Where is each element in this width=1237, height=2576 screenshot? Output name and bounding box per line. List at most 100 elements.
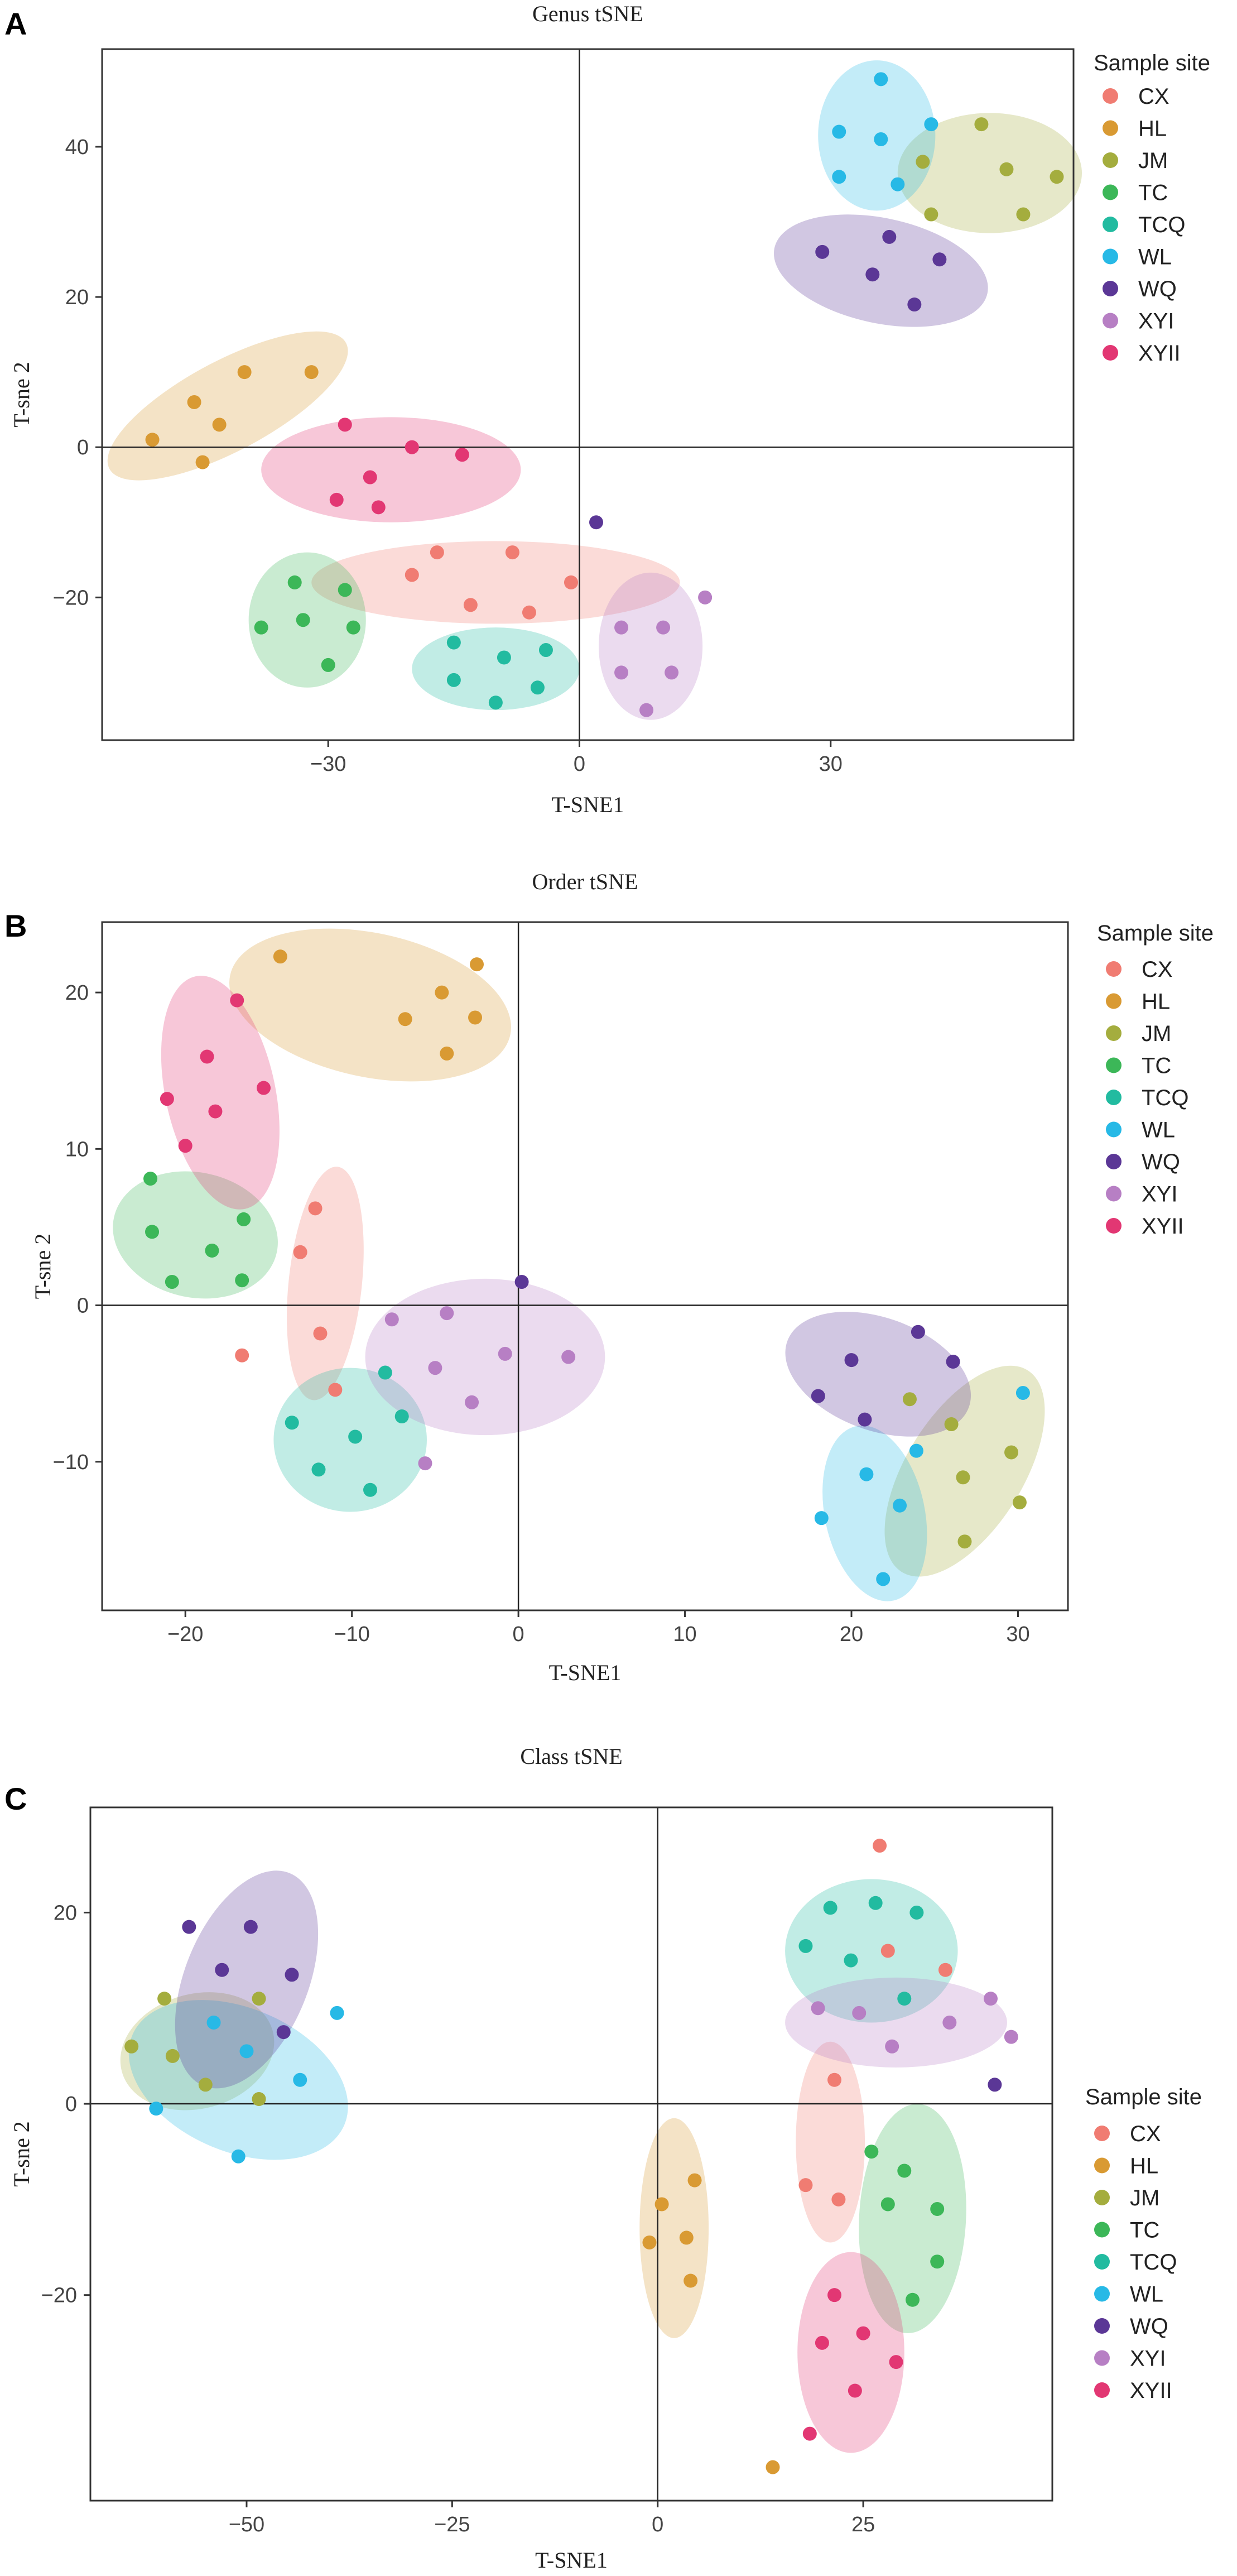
data-point-xyi: [983, 1992, 998, 2006]
data-point-wq: [882, 229, 897, 244]
data-point-xyi: [440, 1306, 454, 1321]
panel-letter: C: [4, 1781, 27, 1816]
data-point-jm: [957, 1534, 972, 1549]
x-tick-label: 25: [851, 2513, 875, 2536]
data-point-tcq: [394, 1409, 409, 1424]
cluster-ellipse-xyii: [161, 976, 280, 1210]
y-tick-label: 20: [65, 981, 89, 1005]
x-tick-label: 10: [673, 1623, 696, 1646]
data-point-xyi: [384, 1312, 399, 1327]
data-point-tc: [205, 1243, 219, 1258]
data-point-cx: [880, 1944, 895, 1958]
legend: Sample site CX HL JM TC TCQ WL WQ XYI XYII: [1094, 51, 1210, 366]
cluster-ellipse-tc: [859, 2104, 966, 2333]
legend-key-wl: [1103, 248, 1118, 265]
data-point-xyii: [160, 1092, 174, 1106]
data-point-wq: [276, 2025, 291, 2040]
data-point-jm: [944, 1417, 959, 1432]
points-layer: [124, 1839, 1018, 2474]
data-point-cx: [522, 605, 536, 620]
data-point-tcq: [378, 1365, 392, 1380]
cluster-ellipse-xyi: [599, 572, 703, 720]
cluster-ellipse-hl: [107, 331, 348, 481]
legend-label-tc: TC: [1138, 181, 1168, 205]
legend-title: Sample site: [1097, 921, 1214, 946]
data-point-hl: [684, 2273, 698, 2288]
data-point-hl: [145, 433, 160, 447]
data-point-hl: [766, 2460, 780, 2474]
y-tick-label: 10: [65, 1138, 89, 1161]
data-point-cx: [293, 1245, 307, 1259]
cluster-ellipse-wq: [773, 214, 988, 327]
x-axis-label: T-SNE1: [549, 1660, 622, 1685]
data-point-xyii: [230, 993, 244, 1008]
data-point-xyii: [338, 418, 352, 432]
data-point-tcq: [488, 695, 503, 710]
legend-label-tc: TC: [1130, 2218, 1159, 2243]
data-point-xyii: [200, 1049, 214, 1064]
data-point-wl: [859, 1467, 874, 1481]
cluster-ellipse-xyi: [365, 1278, 605, 1436]
legend-label-wl: WL: [1130, 2282, 1163, 2307]
legend-label-cx: CX: [1142, 957, 1173, 982]
y-tick-label: −10: [53, 1451, 89, 1474]
data-point-hl: [237, 365, 252, 380]
y-tick-label: 20: [65, 286, 89, 309]
data-point-cx: [831, 2192, 846, 2206]
data-point-cx: [463, 598, 478, 612]
data-point-tc: [346, 620, 360, 635]
legend-key-wq: [1106, 1154, 1122, 1169]
data-point-wl: [206, 2015, 221, 2030]
legend-key-hl: [1094, 2157, 1110, 2174]
panel-letter: B: [4, 908, 27, 943]
legend-label-hl: HL: [1138, 117, 1167, 141]
y-tick-label: 0: [77, 1294, 89, 1318]
y-tick-label: −20: [53, 586, 89, 610]
data-point-hl: [398, 1012, 412, 1026]
data-point-xyi: [639, 703, 654, 717]
y-tick-label: −20: [41, 2284, 77, 2308]
x-tick-label: −20: [167, 1623, 203, 1646]
points-layer: [145, 72, 1064, 717]
data-point-jm: [252, 2091, 266, 2106]
legend-key-wq: [1103, 281, 1118, 296]
legend-label-tcq: TCQ: [1138, 213, 1185, 237]
data-point-wl: [293, 2073, 307, 2087]
x-tick-label: 0: [652, 2513, 663, 2536]
data-point-wq: [215, 1963, 229, 1977]
y-axis-label: T-sne 2: [30, 1234, 55, 1299]
data-point-wl: [924, 117, 938, 132]
legend-key-xyi: [1103, 313, 1118, 329]
data-point-tcq: [897, 1992, 912, 2006]
legend-label-wl: WL: [1142, 1118, 1175, 1143]
data-point-tc: [235, 1273, 249, 1288]
legend-label-xyii: XYII: [1130, 2378, 1172, 2403]
data-point-tc: [338, 583, 352, 597]
legend-key-tc: [1106, 1057, 1122, 1073]
data-point-cx: [328, 1383, 343, 1397]
data-point-tc: [930, 2202, 945, 2217]
data-point-xyi: [942, 2015, 957, 2030]
data-point-tc: [143, 1172, 158, 1186]
cluster-ellipse-cx: [796, 2041, 865, 2243]
legend-label-tc: TC: [1142, 1054, 1171, 1078]
data-point-cx: [873, 1839, 887, 1853]
data-point-tc: [930, 2254, 945, 2269]
data-point-xyii: [363, 470, 377, 485]
data-point-cx: [798, 2178, 813, 2193]
x-tick-label: −10: [334, 1623, 369, 1646]
data-point-wl: [874, 72, 888, 87]
y-axis-label: T-sne 2: [9, 2121, 34, 2186]
chart-panel-C: C Class tSNE −50 −25 0 25 −20 0 20 T-SNE1 T-sne 2 S…: [4, 1744, 1202, 2573]
y-tick-label: 40: [65, 136, 89, 159]
data-point-tcq: [844, 1953, 858, 1968]
y-tick-label: 20: [54, 1901, 77, 1925]
data-point-hl: [212, 418, 227, 432]
data-point-xyii: [329, 492, 344, 507]
data-point-tcq: [909, 1905, 924, 1920]
data-point-cx: [313, 1326, 328, 1341]
data-point-jm: [974, 117, 989, 132]
legend-label-tcq: TCQ: [1142, 1086, 1188, 1110]
legend-label-wq: WQ: [1142, 1150, 1180, 1174]
data-point-wq: [911, 1325, 925, 1339]
